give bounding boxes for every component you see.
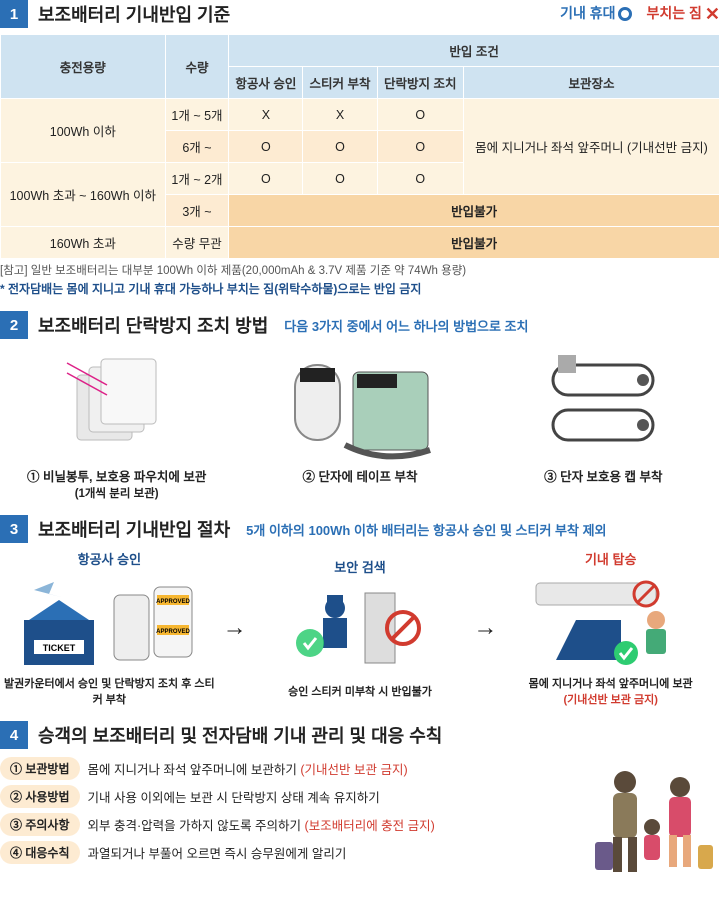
x-icon: ✕ xyxy=(705,4,720,24)
section-methods: 2 보조배터리 단락방지 조치 방법 다음 3가지 중에서 어느 하나의 방법으… xyxy=(0,311,720,501)
section2-sub: 다음 3가지 중에서 어느 하나의 방법으로 조치 xyxy=(284,316,528,335)
th-conditions: 반입 조건 xyxy=(229,35,720,67)
method-1: ① 비닐봉투, 보호용 파우치에 보관 (1개씩 분리 보관) xyxy=(0,347,233,501)
rule-row: ③ 주의사항 외부 충격·압력을 가하지 않도록 주의하기 (보조배터리에 충전… xyxy=(0,813,570,836)
step-security: 보안 검색 승인 스티커 미부착 시 반입불가 xyxy=(251,557,470,699)
method-3: ③ 단자 보호용 캡 부착 xyxy=(487,347,720,501)
section-procedure: 3 보조배터리 기내반입 절차 5개 이하의 100Wh 이하 배터리는 항공사… xyxy=(0,515,720,707)
section-standards: 1 보조배터리 기내반입 기준 기내 휴대 부치는 짐✕ 충전용량 수량 반입 … xyxy=(0,0,720,297)
cabin-icon xyxy=(501,572,720,672)
methods-row: ① 비닐봉투, 보호용 파우치에 보관 (1개씩 분리 보관) ② 단자에 테이… xyxy=(0,347,720,501)
section1-header: 1 보조배터리 기내반입 기준 기내 휴대 부치는 짐✕ xyxy=(0,0,720,28)
note-strong: * 전자담배는 몸에 지니고 기내 휴대 가능하나 부치는 짐(위탁수하물)으로… xyxy=(0,280,720,297)
table-row: 160Wh 초과 수량 무관 반입불가 xyxy=(1,227,720,259)
step-boarding: 기내 탑승 몸에 지니거나 좌석 앞주머니에 보관(기내선반 보관 금지) xyxy=(501,549,720,707)
section1-num: 1 xyxy=(0,0,28,28)
th-storage: 보관장소 xyxy=(463,67,719,99)
rule-row: ① 보관방법 몸에 지니거나 좌석 앞주머니에 보관하기 (기내선반 보관 금지… xyxy=(0,757,570,780)
th-qty: 수량 xyxy=(165,35,229,99)
table-row: 100Wh 이하 1개 ~ 5개 X X O 몸에 지니거나 좌석 앞주머니 (… xyxy=(1,99,720,131)
svg-text:APPROVED: APPROVED xyxy=(156,599,190,605)
section3-num: 3 xyxy=(0,515,28,543)
rule-row: ④ 대응수칙 과열되거나 부풀어 오르면 즉시 승무원에게 알리기 xyxy=(0,841,570,864)
section1-title: 보조배터리 기내반입 기준 xyxy=(38,1,230,27)
section3-header: 3 보조배터리 기내반입 절차 5개 이하의 100Wh 이하 배터리는 항공사… xyxy=(0,515,720,543)
note-ref: [참고] 일반 보조배터리는 대부분 100Wh 이하 제품(20,000mAh… xyxy=(0,262,720,278)
procedure-row: 항공사 승인 TICKET APPROVED APPROVED 발권카운터에서 … xyxy=(0,549,720,707)
rule-row: ② 사용방법 기내 사용 이외에는 보관 시 단락방지 상태 계속 유지하기 xyxy=(0,785,570,808)
security-icon xyxy=(251,580,470,680)
section4-title: 승객의 보조배터리 및 전자담배 기내 관리 및 대응 수칙 xyxy=(38,722,442,748)
section4-num: 4 xyxy=(0,721,28,749)
section3-sub: 5개 이하의 100Wh 이하 배터리는 항공사 승인 및 스티커 부착 제외 xyxy=(246,520,606,539)
circle-icon xyxy=(618,7,632,21)
section-rules: 4 승객의 보조배터리 및 전자담배 기내 관리 및 대응 수칙 ① 보관방법 … xyxy=(0,721,720,897)
section2-title: 보조배터리 단락방지 조치 방법 xyxy=(38,312,268,338)
th-approval: 항공사 승인 xyxy=(229,67,303,99)
rules-list: ① 보관방법 몸에 지니거나 좌석 앞주머니에 보관하기 (기내선반 보관 금지… xyxy=(0,757,570,869)
svg-text:TICKET: TICKET xyxy=(43,643,76,653)
svg-text:APPROVED: APPROVED xyxy=(156,629,190,635)
pouch-icon xyxy=(0,347,233,462)
th-short: 단락방지 조치 xyxy=(377,67,463,99)
rules-container: ① 보관방법 몸에 지니거나 좌석 앞주머니에 보관하기 (기내선반 보관 금지… xyxy=(0,757,720,897)
arrow-icon: → xyxy=(219,614,251,642)
td-storage: 몸에 지니거나 좌석 앞주머니 (기내선반 금지) xyxy=(463,99,719,195)
method-2: ② 단자에 테이프 부착 xyxy=(243,347,476,501)
step-approval: 항공사 승인 TICKET APPROVED APPROVED 발권카운터에서 … xyxy=(0,549,219,707)
tape-icon xyxy=(243,347,476,462)
cap-icon xyxy=(487,347,720,462)
section4-header: 4 승객의 보조배터리 및 전자담배 기내 관리 및 대응 수칙 xyxy=(0,721,720,749)
legend: 기내 휴대 부치는 짐✕ xyxy=(560,3,720,25)
th-sticker: 스티커 부착 xyxy=(303,67,377,99)
standards-table: 충전용량 수량 반입 조건 항공사 승인 스티커 부착 단락방지 조치 보관장소… xyxy=(0,34,720,259)
ticket-counter-icon: TICKET APPROVED APPROVED xyxy=(0,572,219,672)
legend-carry: 기내 휴대 xyxy=(560,3,632,25)
section2-num: 2 xyxy=(0,311,28,339)
arrow-icon: → xyxy=(469,614,501,642)
section3-title: 보조배터리 기내반입 절차 xyxy=(38,516,230,542)
th-capacity: 충전용량 xyxy=(1,35,166,99)
family-icon xyxy=(580,757,720,897)
legend-check: 부치는 짐✕ xyxy=(646,3,720,25)
section2-header: 2 보조배터리 단락방지 조치 방법 다음 3가지 중에서 어느 하나의 방법으… xyxy=(0,311,720,339)
